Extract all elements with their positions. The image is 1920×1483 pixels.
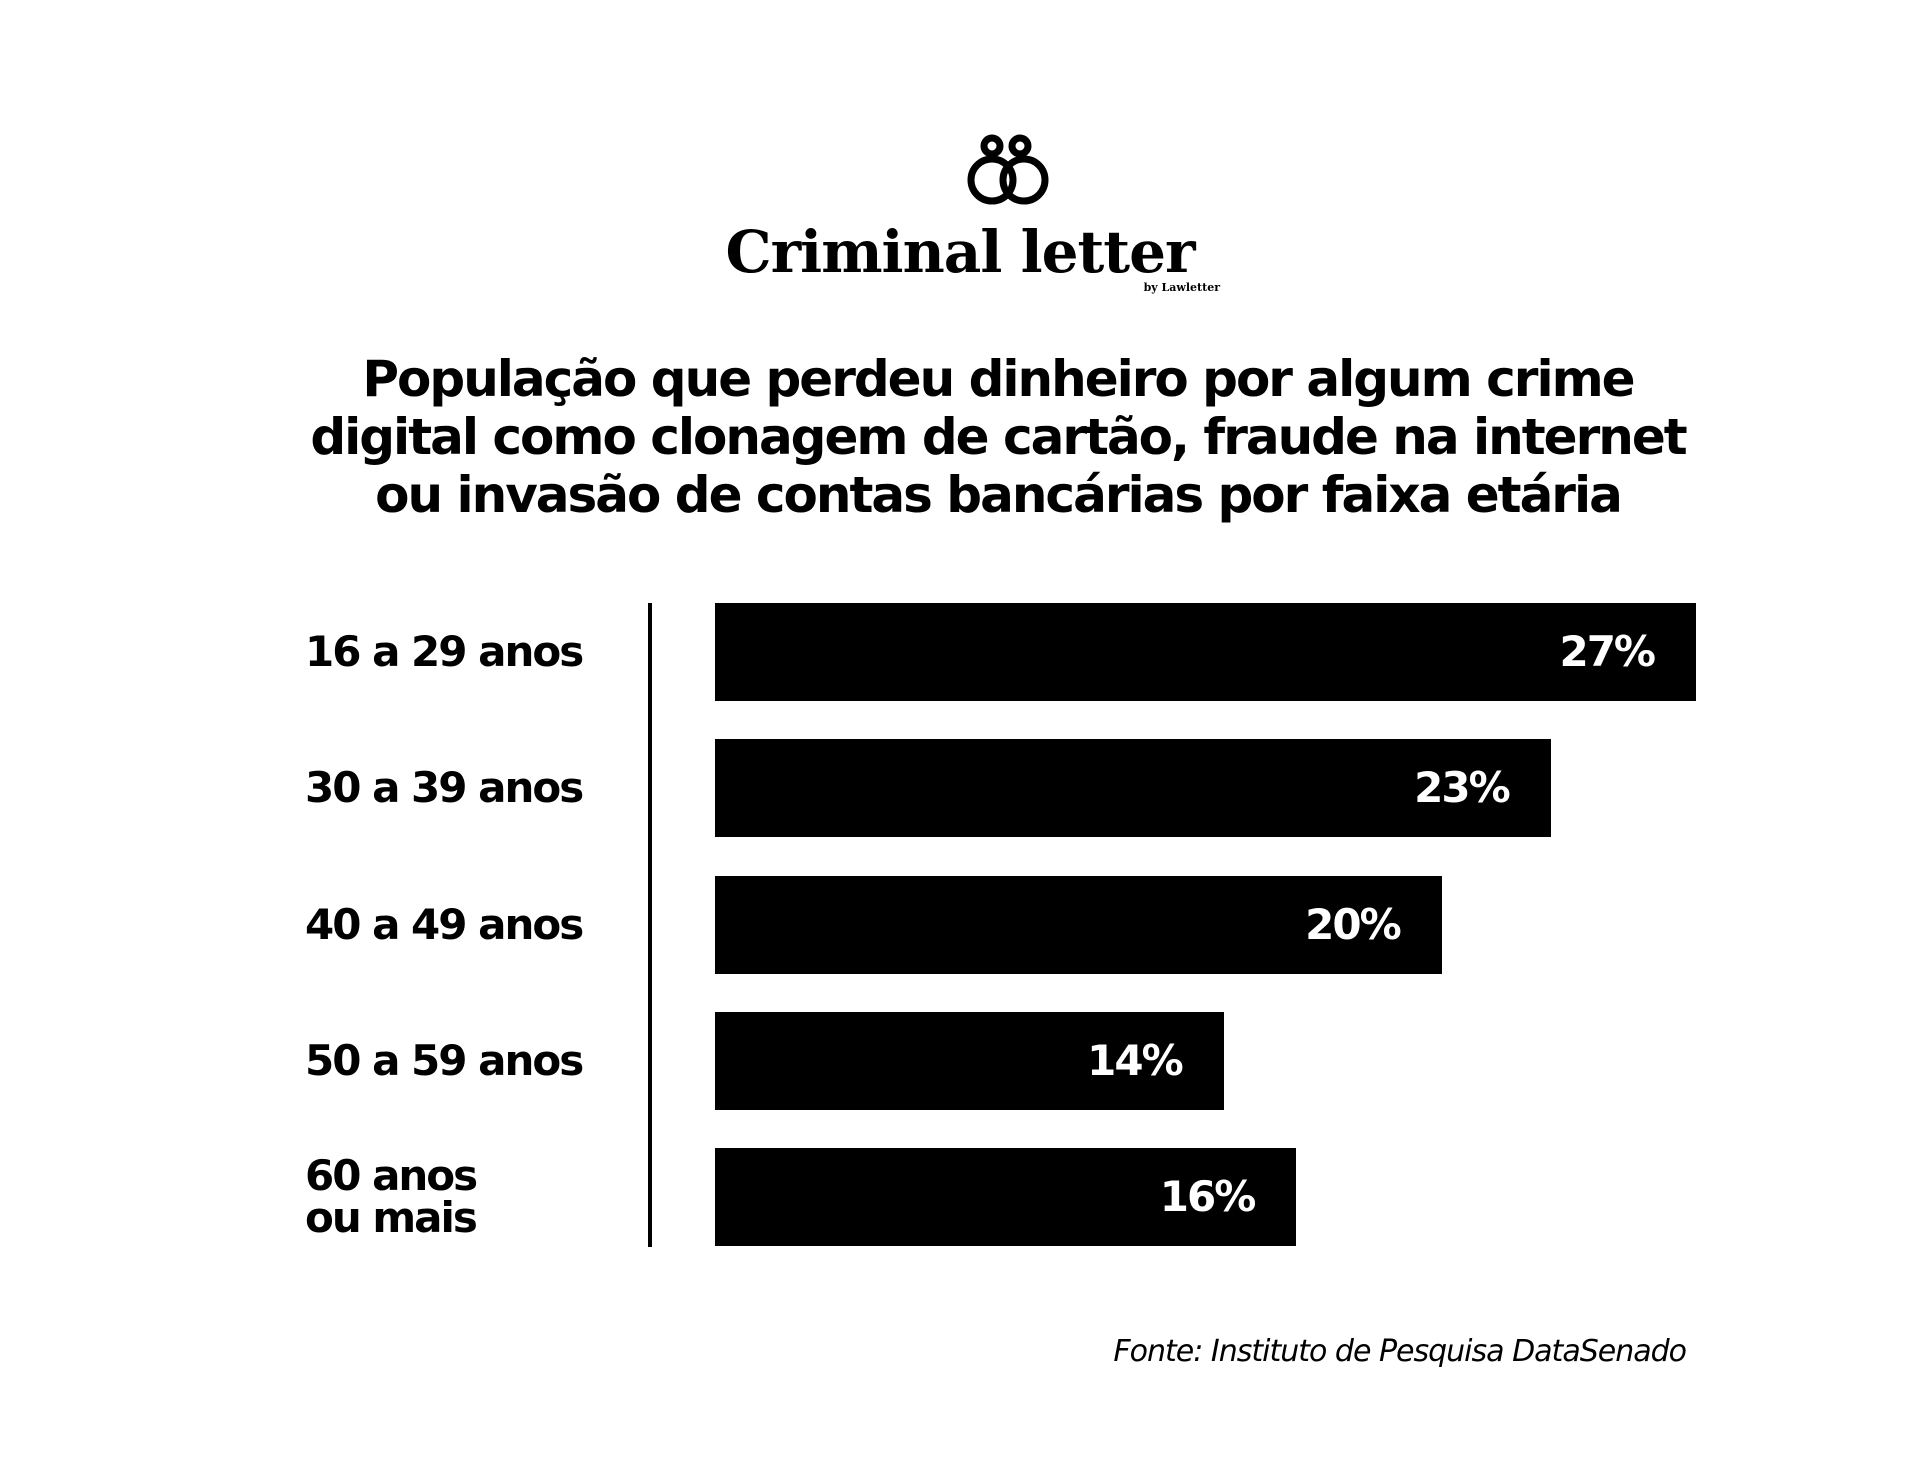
value-label: 23% bbox=[1414, 763, 1511, 813]
value-label: 16% bbox=[1159, 1172, 1257, 1222]
brand-byline: by Lawletter bbox=[1143, 281, 1220, 294]
category-label: 50 a 59 anos bbox=[305, 1035, 584, 1085]
value-label: 20% bbox=[1305, 899, 1402, 949]
category-axis bbox=[648, 603, 652, 1247]
value-label: 14% bbox=[1087, 1035, 1184, 1085]
source-note: Fonte: Instituto de Pesquisa DataSenado bbox=[1113, 1334, 1687, 1369]
bar bbox=[715, 875, 1442, 974]
category-label: 40 a 49 anos bbox=[305, 899, 584, 949]
logo-icon bbox=[967, 134, 1049, 205]
bar bbox=[715, 1011, 1224, 1110]
bar bbox=[715, 603, 1696, 701]
bar bbox=[715, 1148, 1297, 1247]
category-label: 60 anos ou mais bbox=[305, 1151, 478, 1243]
value-label: 27% bbox=[1559, 627, 1656, 676]
category-label: 30 a 39 anos bbox=[305, 763, 584, 813]
bar bbox=[715, 739, 1551, 838]
chart-title: População que perdeu dinheiro por algum … bbox=[310, 350, 1687, 524]
brand-name: Criminal letter bbox=[725, 218, 1195, 286]
category-label: 16 a 29 anos bbox=[305, 627, 584, 676]
